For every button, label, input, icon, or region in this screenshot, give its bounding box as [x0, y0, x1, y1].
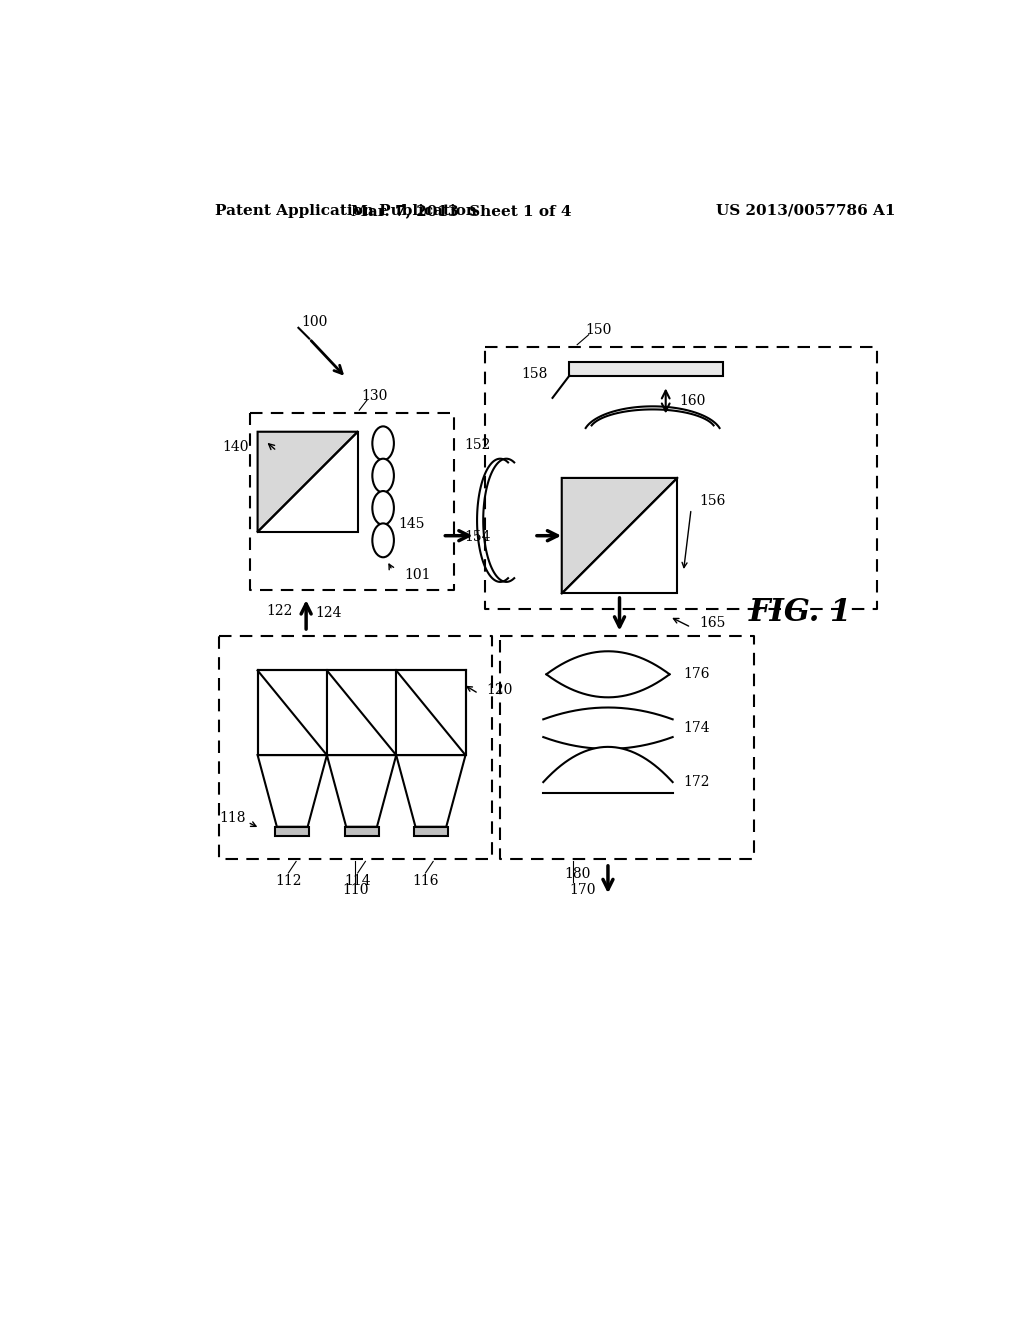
- Polygon shape: [569, 363, 724, 376]
- Text: 120: 120: [486, 682, 513, 697]
- Polygon shape: [345, 826, 379, 836]
- Text: 170: 170: [569, 883, 596, 896]
- Text: 172: 172: [683, 775, 710, 789]
- Text: 116: 116: [413, 874, 438, 887]
- Text: 180: 180: [564, 867, 591, 882]
- Text: Mar. 7, 2013  Sheet 1 of 4: Mar. 7, 2013 Sheet 1 of 4: [351, 203, 572, 218]
- Text: 100: 100: [301, 315, 328, 330]
- Text: 154: 154: [465, 531, 490, 544]
- Text: 114: 114: [344, 874, 371, 887]
- Text: 158: 158: [521, 367, 548, 381]
- Text: Patent Application Publication: Patent Application Publication: [215, 203, 477, 218]
- Text: 156: 156: [698, 494, 725, 508]
- Polygon shape: [258, 755, 327, 826]
- Ellipse shape: [373, 458, 394, 492]
- Ellipse shape: [373, 491, 394, 525]
- Text: US 2013/0057786 A1: US 2013/0057786 A1: [716, 203, 895, 218]
- Text: 112: 112: [275, 874, 302, 887]
- Text: 150: 150: [585, 323, 611, 337]
- Text: FIG. 1: FIG. 1: [749, 597, 852, 628]
- Text: 145: 145: [398, 517, 425, 531]
- Polygon shape: [327, 671, 396, 755]
- Text: 118: 118: [219, 810, 246, 825]
- Polygon shape: [258, 432, 357, 532]
- Polygon shape: [396, 671, 466, 755]
- Text: 174: 174: [683, 721, 710, 735]
- Text: 130: 130: [361, 388, 388, 403]
- Polygon shape: [258, 432, 357, 532]
- Polygon shape: [396, 755, 466, 826]
- Text: 165: 165: [698, 615, 725, 630]
- Polygon shape: [562, 478, 677, 594]
- Ellipse shape: [373, 426, 394, 461]
- Text: 140: 140: [222, 440, 249, 454]
- Text: 110: 110: [342, 883, 369, 896]
- Text: 176: 176: [683, 668, 710, 681]
- Text: 160: 160: [680, 393, 706, 408]
- Text: 122: 122: [266, 605, 292, 618]
- Polygon shape: [258, 671, 327, 755]
- Text: 152: 152: [465, 438, 490, 451]
- Ellipse shape: [373, 524, 394, 557]
- Polygon shape: [327, 755, 396, 826]
- Polygon shape: [275, 826, 309, 836]
- Polygon shape: [562, 478, 677, 594]
- Polygon shape: [414, 826, 447, 836]
- Text: 124: 124: [315, 606, 342, 619]
- Text: 101: 101: [404, 568, 431, 582]
